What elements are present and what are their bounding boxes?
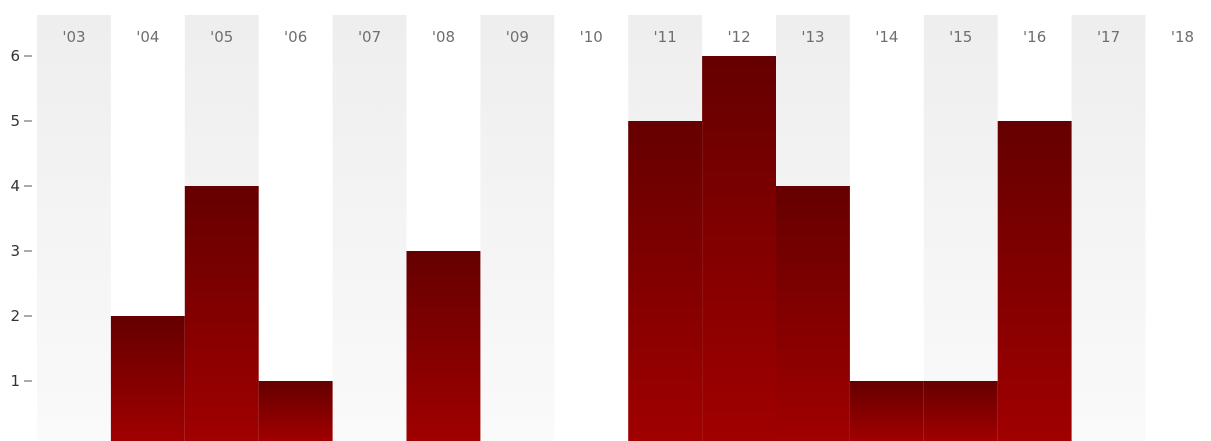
bar[interactable] <box>923 381 998 441</box>
bar[interactable] <box>258 381 333 441</box>
x-tick-label: '07 <box>358 28 381 46</box>
x-tick-label: '04 <box>136 28 159 46</box>
x-tick-label: '13 <box>801 28 824 46</box>
bar[interactable] <box>110 316 185 441</box>
column-band <box>37 15 111 441</box>
x-tick-label: '15 <box>949 28 972 46</box>
y-axis: 1 2 3 4 5 6 <box>10 47 32 390</box>
column-band <box>480 15 555 441</box>
column-band <box>1071 15 1146 441</box>
bar[interactable] <box>997 121 1072 441</box>
bar[interactable] <box>628 121 703 441</box>
y-tick-label: 5 <box>10 112 20 130</box>
y-tick-label: 2 <box>10 307 20 325</box>
x-tick-label: '09 <box>506 28 529 46</box>
x-tick-label: '03 <box>62 28 85 46</box>
bar[interactable] <box>849 381 924 441</box>
y-tick-label: 6 <box>10 47 20 65</box>
bars <box>110 56 1072 441</box>
x-tick-label: '11 <box>654 28 677 46</box>
x-tick-label: '18 <box>1171 28 1194 46</box>
x-tick-label: '16 <box>1023 28 1046 46</box>
y-tick-label: 3 <box>10 242 20 260</box>
x-tick-label: '06 <box>284 28 307 46</box>
x-tick-label: '08 <box>432 28 455 46</box>
bar[interactable] <box>702 56 776 441</box>
column-band <box>332 15 407 441</box>
x-tick-label: '05 <box>210 28 233 46</box>
x-axis-labels: '03 '04 '05 '06 '07 '08 '09 '10 '11 '12 '13 '14 '15 '… <box>62 28 1194 46</box>
bar[interactable] <box>406 251 481 441</box>
y-tick-label: 4 <box>10 177 20 195</box>
x-tick-label: '17 <box>1097 28 1120 46</box>
bar[interactable] <box>776 186 850 441</box>
x-tick-label: '12 <box>727 28 750 46</box>
bar[interactable] <box>184 186 259 441</box>
y-tick-label: 1 <box>10 372 20 390</box>
column-band <box>923 15 998 441</box>
x-tick-label: '10 <box>580 28 603 46</box>
x-tick-label: '14 <box>875 28 898 46</box>
